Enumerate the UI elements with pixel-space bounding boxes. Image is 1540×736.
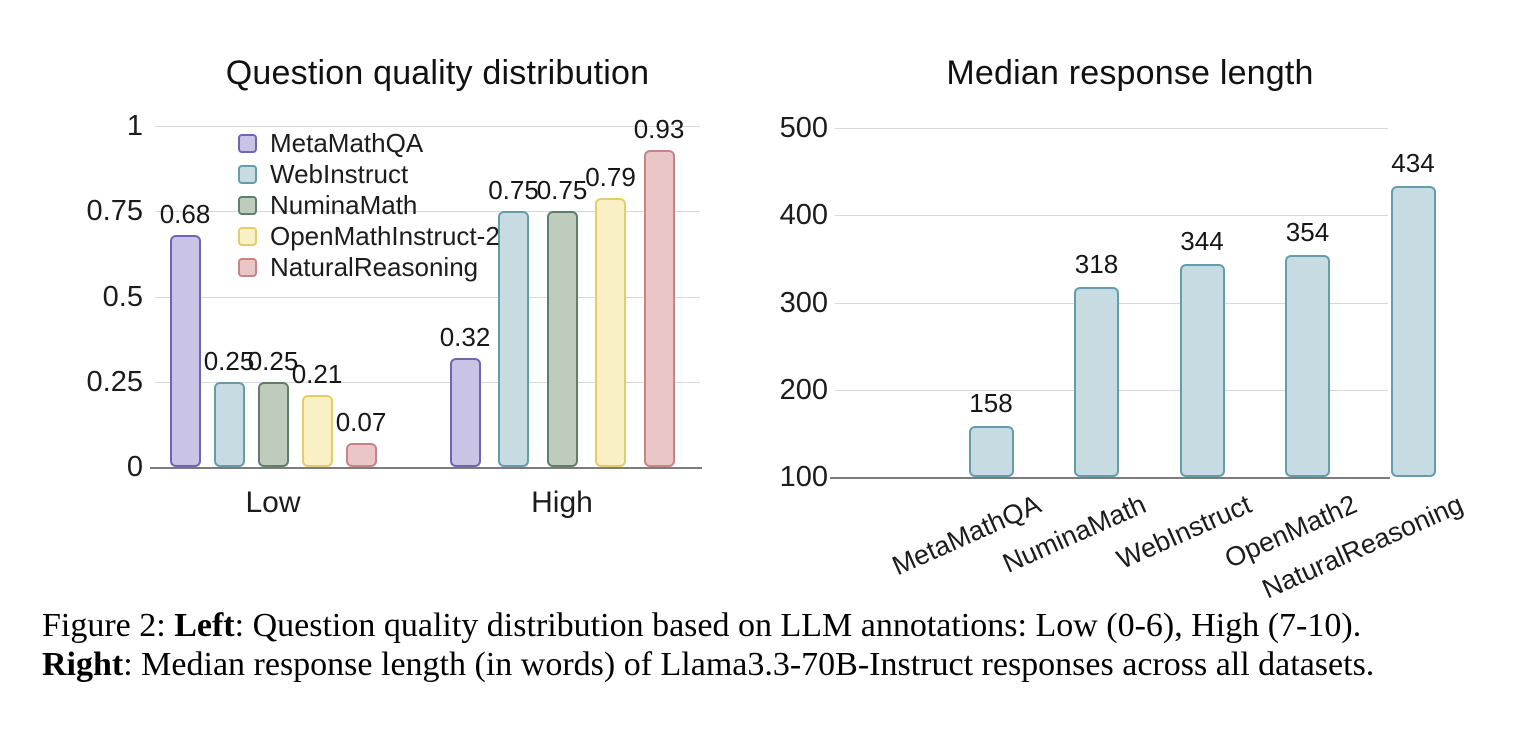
metamathqa-swatch-icon	[238, 133, 257, 153]
figure-caption-line-2: Right: Median response length (in words)…	[42, 646, 1375, 683]
legend-item-numinamath: NuminaMath	[238, 190, 500, 220]
x-axis-line	[150, 467, 702, 469]
y-tick-label: 0	[126, 451, 143, 483]
legend-label: NuminaMath	[270, 189, 418, 220]
metamathqa-bar-high	[449, 357, 481, 467]
gridline	[155, 381, 700, 383]
gridline	[835, 128, 1388, 129]
openmath2-bar	[1285, 255, 1330, 477]
openmathinstruct-2-swatch-icon	[238, 226, 257, 246]
x-axis-line	[830, 477, 1390, 479]
legend-item-webinstruct: WebInstruct	[238, 159, 500, 189]
legend-label: MetaMathQA	[270, 127, 424, 158]
naturalreasoning-swatch-icon	[238, 257, 257, 277]
gridline	[155, 126, 700, 127]
value-label: 434	[1391, 147, 1435, 178]
value-label: 0.32	[439, 321, 491, 352]
legend: MetaMathQA WebInstruct NuminaMath OpenMathI…	[238, 128, 500, 282]
value-label: 0.25	[203, 345, 255, 376]
gridline	[155, 296, 700, 298]
value-label: 354	[1285, 217, 1330, 248]
metamathqa-bar	[968, 426, 1014, 477]
openmathinstruct-2-bar-high	[595, 197, 626, 467]
y-tick-label: 400	[779, 199, 828, 232]
median-response-length-chart-title: Median response length	[946, 54, 1314, 92]
value-label: 344	[1180, 226, 1224, 257]
value-label: 0.93	[633, 113, 685, 144]
value-label: 0.21	[291, 359, 343, 390]
webinstruct-swatch-icon	[238, 164, 257, 184]
webinstruct-bar	[1179, 264, 1225, 477]
webinstruct-bar-low	[213, 381, 245, 467]
y-tick-label: 100	[779, 461, 828, 493]
y-tick-label: 200	[779, 373, 828, 406]
numinamath-bar-low	[257, 381, 289, 467]
x-tick-label-low: Low	[245, 486, 301, 519]
median-response-length-chart: Median response length 500 400 300 200 100 15…	[740, 0, 1540, 604]
gridline	[835, 215, 1388, 217]
numinamath-bar-high	[546, 211, 578, 467]
legend-item-openmathinstruct-2: OpenMathInstruct-2	[238, 221, 500, 251]
value-label: 0.75	[536, 175, 588, 206]
value-label: 0.68	[159, 199, 211, 230]
naturalreasoning-bar-low	[345, 443, 377, 467]
gridline	[155, 211, 700, 213]
y-tick-label: 0.75	[86, 195, 143, 228]
figure-caption: Figure 2: Left: Question quality distrib…	[42, 606, 1492, 684]
y-tick-label: 500	[779, 112, 828, 144]
value-label: 318	[1074, 248, 1119, 279]
numinamath-bar	[1074, 286, 1119, 477]
y-tick-label: 0.25	[86, 365, 143, 398]
naturalreasoning-bar-high	[643, 149, 675, 467]
naturalreasoning-bar	[1390, 185, 1436, 477]
legend-item-metamathqa: MetaMathQA	[238, 128, 500, 158]
metamathqa-bar-low	[169, 235, 201, 467]
y-tick-label: 0.5	[102, 280, 143, 313]
value-label: 0.25	[247, 345, 299, 376]
legend-label: NaturalReasoning	[270, 251, 479, 282]
value-label: 0.79	[585, 161, 636, 192]
value-label: 158	[969, 388, 1013, 419]
value-label: 0.75	[488, 175, 539, 206]
legend-item-naturalreasoning: NaturalReasoning	[238, 252, 500, 282]
y-tick-label: 300	[779, 286, 828, 319]
legend-label: WebInstruct	[270, 158, 409, 189]
openmathinstruct-2-bar-low	[301, 395, 333, 467]
value-label: 0.07	[335, 407, 387, 438]
y-tick-label: 1	[126, 110, 143, 142]
question-quality-chart-title: Question quality distribution	[225, 54, 650, 92]
webinstruct-bar-high	[498, 211, 529, 467]
x-tick-label-high: High	[531, 486, 593, 519]
figure-caption-line-1: Figure 2: Left: Question quality distrib…	[42, 607, 1362, 644]
legend-label: OpenMathInstruct-2	[270, 220, 500, 251]
question-quality-chart: Question quality distribution 0 0.25 0.5 0.…	[0, 0, 740, 600]
numinamath-swatch-icon	[238, 195, 257, 215]
